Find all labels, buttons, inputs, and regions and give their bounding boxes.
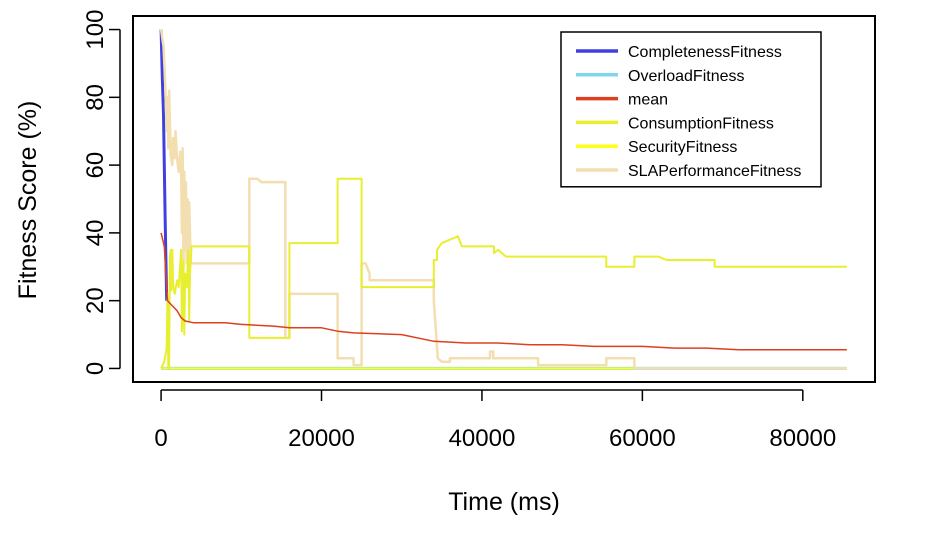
y-tick-label: 60 [82, 152, 109, 179]
x-tick-label: 80000 [769, 425, 836, 452]
x-tick-label: 40000 [449, 425, 516, 452]
y-tick-label: 0 [82, 362, 109, 375]
series-line-slaperformance-fitness [159, 29, 847, 370]
legend-label: SecurityFitness [628, 139, 737, 156]
series-layer [159, 29, 847, 370]
y-axis: 0 20 40 60 80 100 [82, 10, 121, 375]
legend-label: ConsumptionFitness [628, 115, 774, 132]
legend-label: SLAPerformanceFitness [628, 163, 801, 180]
y-tick-label: 20 [82, 287, 109, 314]
series-line-consumption-fitness [160, 177, 847, 370]
legend-label: mean [628, 92, 668, 109]
y-axis-label: Fitness Score (%) [14, 101, 42, 300]
x-tick-label: 0 [154, 425, 167, 452]
x-axis-label: Time (ms) [448, 488, 560, 516]
x-axis: 0 20000 40000 60000 80000 [154, 389, 836, 452]
y-tick-label: 100 [82, 10, 109, 50]
x-tick-label: 20000 [288, 425, 355, 452]
series-line-mean [160, 232, 847, 351]
legend-label: CompletenessFitness [628, 44, 782, 61]
legend: CompletenessFitness OverloadFitness mean Co… [560, 31, 822, 188]
legend-box [560, 31, 822, 188]
legend-label: OverloadFitness [628, 68, 745, 85]
series-line-completeness-fitness [159, 29, 169, 301]
y-tick-label: 40 [82, 220, 109, 247]
x-tick-label: 60000 [609, 425, 676, 452]
y-tick-label: 80 [82, 84, 109, 111]
plot-frame [132, 15, 876, 383]
